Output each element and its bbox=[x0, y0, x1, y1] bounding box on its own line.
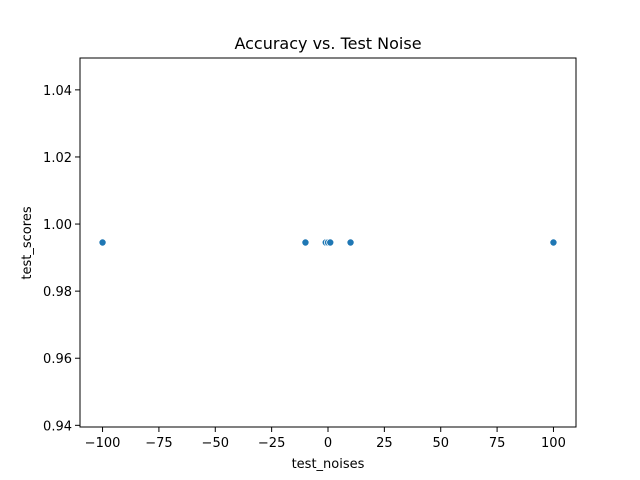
data-points bbox=[98, 238, 558, 247]
y-axis-label: test_scores bbox=[20, 206, 35, 279]
scatter-point bbox=[301, 238, 310, 247]
y-tick-label: 1.00 bbox=[43, 218, 72, 233]
y-tick-label: 1.04 bbox=[43, 84, 72, 99]
x-tick-label: −25 bbox=[258, 436, 285, 451]
x-tick-label: 100 bbox=[541, 436, 566, 451]
y-axis: 0.94 0.96 0.98 1.00 1.02 1.04 bbox=[43, 84, 80, 434]
x-tick-label: 75 bbox=[489, 436, 506, 451]
x-tick-label: 25 bbox=[376, 436, 393, 451]
x-tick-label: −75 bbox=[145, 436, 172, 451]
x-tick-label: −50 bbox=[202, 436, 229, 451]
scatter-point bbox=[98, 238, 107, 247]
y-tick-label: 0.98 bbox=[43, 285, 72, 300]
y-tick-label: 0.94 bbox=[43, 419, 72, 434]
scatter-point bbox=[549, 238, 558, 247]
y-tick-label: 1.02 bbox=[43, 151, 72, 166]
scatter-point bbox=[346, 238, 355, 247]
x-axis: −100 −75 −50 −25 0 25 50 75 100 bbox=[85, 427, 566, 451]
y-tick-label: 0.96 bbox=[43, 352, 72, 367]
chart-title: Accuracy vs. Test Noise bbox=[234, 34, 421, 53]
x-axis-label: test_noises bbox=[292, 457, 365, 472]
x-tick-label: 50 bbox=[432, 436, 449, 451]
x-tick-label: −100 bbox=[85, 436, 121, 451]
x-tick-label: 0 bbox=[324, 436, 332, 451]
scatter-point bbox=[326, 238, 335, 247]
